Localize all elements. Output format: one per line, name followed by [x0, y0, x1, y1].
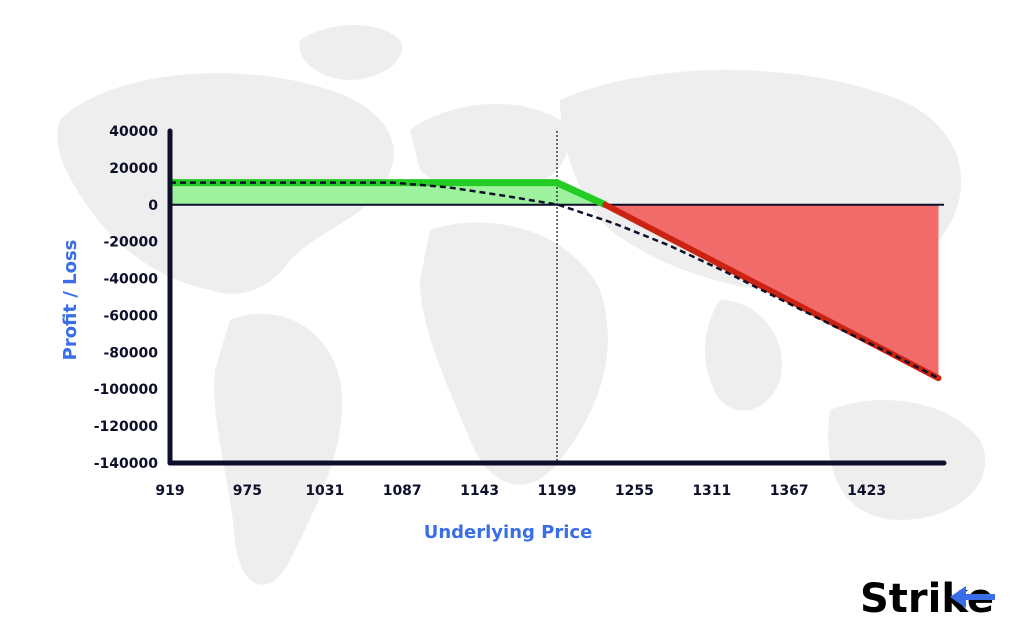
x-tick-label: 1143 — [460, 483, 499, 499]
y-tick-label: -60000 — [103, 308, 158, 324]
profit-area — [170, 182, 606, 205]
x-tick-label: 1031 — [305, 483, 344, 499]
x-tick-label: 1367 — [770, 483, 809, 499]
y-tick-label: -20000 — [103, 235, 158, 251]
x-tick-label: 1255 — [615, 483, 654, 499]
strike-logo: Strike — [860, 576, 995, 622]
dashed-payoff-curve — [170, 181, 940, 380]
x-axis-title: Underlying Price — [424, 522, 593, 543]
x-tick-label: 1087 — [383, 483, 422, 499]
world-map-background — [57, 25, 986, 585]
payoff-line-profit — [170, 179, 607, 208]
x-tick-label: 1199 — [538, 483, 577, 499]
x-tick-label: 1423 — [847, 483, 886, 499]
y-tick-label: -120000 — [94, 419, 159, 435]
x-tick-label: 919 — [155, 483, 184, 499]
y-tick-label: 0 — [148, 198, 158, 214]
x-tick-label: 1311 — [692, 483, 731, 499]
y-tick-label: -80000 — [103, 345, 158, 361]
y-axis-title: Profit / Loss — [60, 240, 81, 361]
y-tick-label: -40000 — [103, 272, 158, 288]
y-tick-label: -100000 — [94, 382, 159, 398]
x-tick-label: 975 — [233, 483, 262, 499]
arrow-left-icon — [950, 586, 995, 608]
y-tick-label: 20000 — [109, 161, 158, 177]
y-tick-label: 40000 — [109, 124, 158, 140]
y-tick-label: -140000 — [94, 456, 159, 472]
